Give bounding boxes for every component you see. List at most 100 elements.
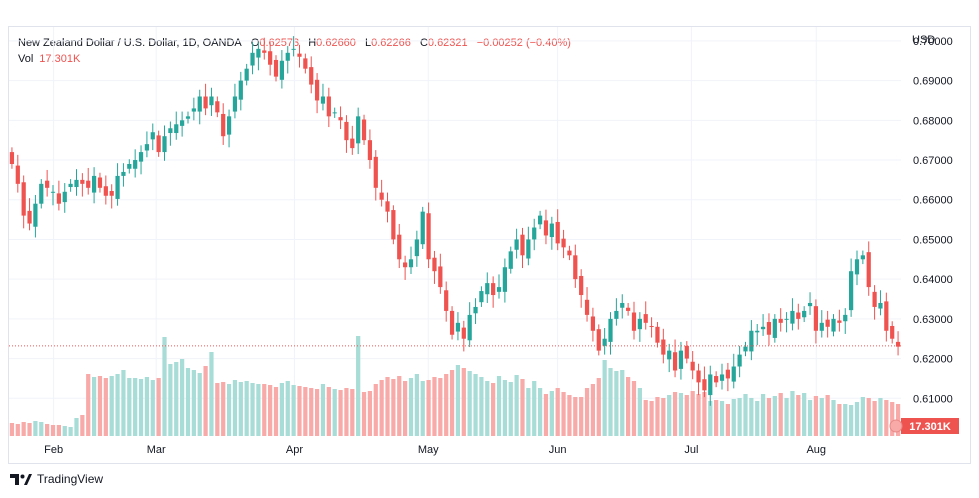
- volume-bar: [678, 393, 684, 436]
- volume-value: 17.301K: [39, 53, 81, 65]
- low-key: L: [364, 37, 372, 49]
- x-tick-label: Apr: [286, 444, 303, 456]
- candle-body: [849, 271, 854, 311]
- volume-bar: [414, 374, 419, 436]
- volume-bar: [256, 384, 261, 436]
- candle-body: [872, 291, 877, 307]
- volume-bar: [68, 427, 73, 436]
- candle-body: [719, 374, 725, 381]
- candle-body: [408, 259, 414, 268]
- candle-body: [526, 239, 531, 259]
- volume-bar: [866, 398, 871, 436]
- candle-body: [502, 267, 507, 292]
- volume-bar: [491, 383, 496, 436]
- volume-bar: [432, 377, 437, 436]
- candle-body: [731, 366, 736, 382]
- candle-body: [232, 96, 238, 112]
- chart-frame[interactable]: [8, 26, 971, 464]
- candle-body: [256, 48, 261, 58]
- volume-bar: [802, 393, 807, 436]
- candle-body: [620, 302, 625, 308]
- candle-body: [379, 192, 384, 200]
- volume-bar: [50, 425, 56, 436]
- candle-body: [320, 96, 326, 104]
- candle-body: [314, 79, 320, 101]
- volume-bar: [725, 404, 730, 436]
- volume-bar: [831, 400, 836, 436]
- volume-bar: [185, 368, 191, 436]
- tradingview-footer[interactable]: TradingView: [10, 472, 103, 486]
- candle-body: [144, 144, 150, 151]
- volume-bar: [672, 392, 678, 436]
- candle-body: [297, 53, 302, 57]
- symbol-header: New Zealand Dollar / U.S. Dollar, 1D, OA…: [18, 37, 571, 49]
- candle-body: [661, 339, 666, 355]
- candle-body: [884, 301, 889, 331]
- volume-bar: [397, 376, 402, 436]
- candle-body: [162, 136, 167, 153]
- y-tick-label: 0.67000: [913, 155, 953, 167]
- volume-bar: [226, 384, 232, 436]
- volume-bar: [872, 401, 877, 436]
- volume-bar: [496, 376, 502, 436]
- volume-bar: [356, 336, 361, 436]
- candle-body: [667, 350, 672, 360]
- candle-body: [749, 330, 754, 352]
- candle-body: [50, 191, 56, 193]
- volume-bar: [232, 380, 238, 436]
- volume-bar: [180, 359, 185, 436]
- candle-body: [602, 338, 607, 346]
- volume-bar: [532, 381, 537, 436]
- volume-bar: [320, 384, 326, 436]
- y-tick-label: 0.69000: [913, 76, 953, 88]
- volume-bar: [602, 360, 607, 436]
- candle-body: [150, 132, 155, 140]
- candle-body: [33, 203, 38, 227]
- candle-body: [608, 318, 613, 342]
- candle-body: [303, 58, 308, 69]
- candle-body: [714, 376, 719, 383]
- volume-bar: [449, 370, 455, 436]
- candle-body: [467, 314, 472, 341]
- candle-body: [649, 326, 654, 328]
- candle-body: [537, 215, 543, 225]
- currency-label: USD: [912, 34, 936, 46]
- volume-bar: [790, 391, 795, 436]
- volume-bar: [467, 371, 472, 436]
- high-key: H: [308, 37, 317, 49]
- volume-bar: [684, 395, 689, 436]
- y-tick-label: 0.63000: [913, 314, 953, 326]
- candle-body: [268, 51, 273, 65]
- candle-body: [91, 175, 97, 193]
- volume-bar: [731, 399, 736, 436]
- volume-bar: [473, 374, 478, 436]
- volume-bar: [403, 381, 408, 436]
- candle-body: [397, 234, 402, 260]
- volume-bar: [45, 424, 50, 436]
- candle-body: [449, 310, 455, 335]
- candle-body: [226, 116, 232, 135]
- candle-body: [309, 67, 314, 85]
- volume-bar: [655, 397, 660, 436]
- volume-bar: [121, 370, 126, 436]
- volume-bar: [103, 378, 108, 436]
- volume-bar: [279, 383, 284, 436]
- volume-bar: [485, 381, 490, 436]
- candle-body: [185, 116, 191, 119]
- candle-body: [385, 201, 390, 212]
- candle-body: [579, 275, 584, 296]
- volume-bar: [819, 398, 824, 436]
- volume-bar: [461, 368, 466, 436]
- candle-body: [485, 283, 490, 295]
- x-tick-label: Jul: [684, 444, 698, 456]
- candle-body: [250, 52, 255, 66]
- candle-body: [590, 316, 596, 331]
- candle-body: [737, 354, 742, 367]
- price-chart[interactable]: 0.70000 0.69000 0.68000 0.67000 0.66000 0.650…: [0, 0, 979, 470]
- volume-bar: [197, 373, 202, 436]
- candle-body: [725, 369, 730, 379]
- volume-bar: [338, 390, 343, 436]
- volume-bar: [772, 396, 777, 436]
- candle-body: [444, 290, 449, 311]
- volume-bar: [361, 392, 367, 436]
